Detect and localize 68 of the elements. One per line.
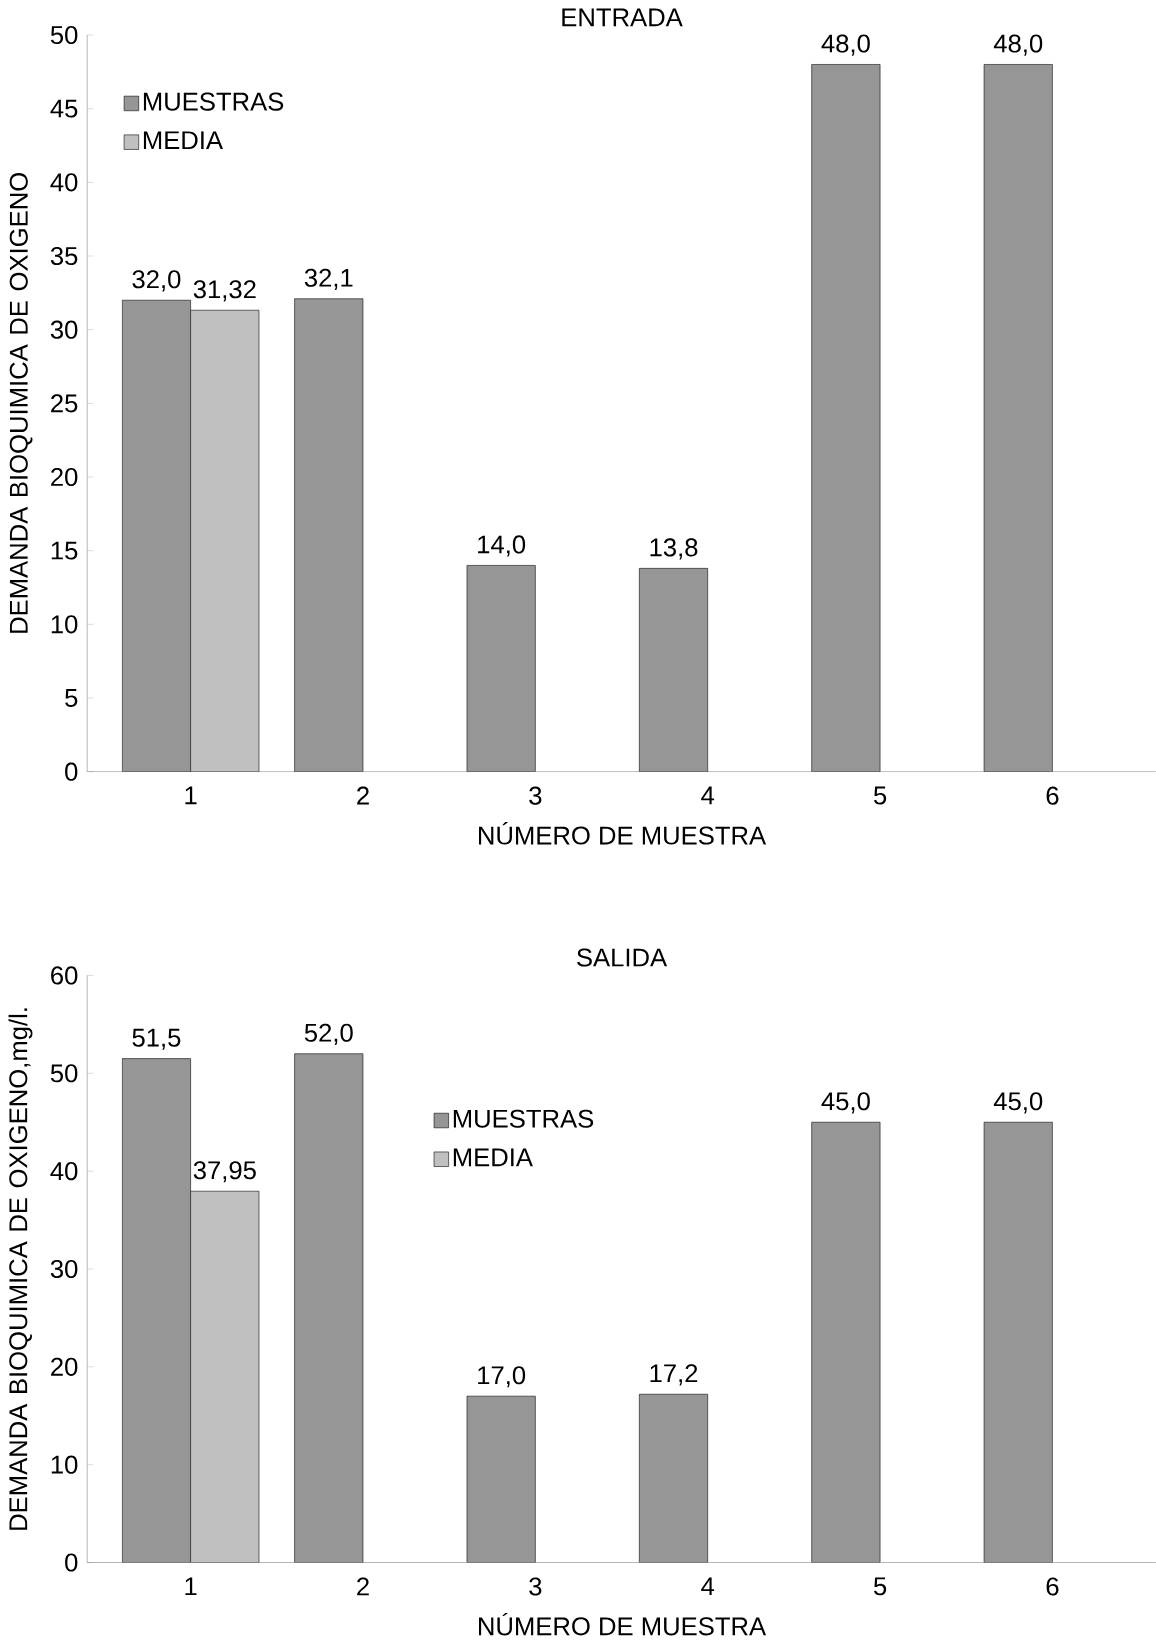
bar xyxy=(811,1121,881,1563)
data-label: 17,0 xyxy=(478,1366,526,1388)
y-tick-label: 45 xyxy=(50,99,78,118)
y-tick-label: 40 xyxy=(50,1162,78,1181)
data-label: 45,0 xyxy=(821,1092,870,1114)
data-label: 51,5 xyxy=(132,1028,181,1050)
y-tick-label: 20 xyxy=(51,467,78,487)
data-label: 31,32 xyxy=(193,280,256,302)
bar xyxy=(638,1393,708,1563)
x-axis-title: NÚMERO DE MUESTRA xyxy=(478,822,767,845)
data-label: 14,0 xyxy=(478,535,526,557)
bar xyxy=(121,299,191,772)
y-tick-label: 10 xyxy=(51,615,78,634)
y-tick-label: 0 xyxy=(65,762,78,781)
chart-title: ENTRADA xyxy=(562,8,683,27)
x-tick-label: 6 xyxy=(1046,1577,1059,1596)
y-tick-label: 60 xyxy=(51,966,78,985)
data-label: 45,0 xyxy=(993,1092,1043,1114)
data-label: 37,95 xyxy=(193,1161,256,1183)
bar xyxy=(983,64,1053,772)
data-label: 13,8 xyxy=(650,538,698,560)
bar xyxy=(294,1053,364,1563)
legend-label: MUESTRAS xyxy=(453,1109,594,1128)
x-tick-label: 1 xyxy=(185,1577,197,1596)
y-tick-label: 15 xyxy=(51,541,78,560)
y-tick-label: 35 xyxy=(50,246,78,266)
y-tick-label: 40 xyxy=(50,173,78,192)
y-tick-label: 50 xyxy=(50,1064,78,1083)
bar xyxy=(983,1121,1053,1563)
x-tick-label: 3 xyxy=(529,1577,542,1596)
y-tick-label: 0 xyxy=(65,1553,78,1572)
bar xyxy=(811,64,881,772)
x-tick-label: 5 xyxy=(873,1577,887,1596)
bar xyxy=(121,1058,191,1563)
y-tick-label: 20 xyxy=(51,1357,78,1376)
data-label: 52,0 xyxy=(304,1023,353,1045)
x-tick-label: 5 xyxy=(873,786,887,805)
bar xyxy=(466,565,536,772)
bar xyxy=(466,1395,536,1563)
x-axis-title: NÚMERO DE MUESTRA xyxy=(478,1612,767,1636)
data-label: 32,0 xyxy=(132,270,181,292)
y-axis-title: DEMANDA BIOQUIMICA DE OXIGENO xyxy=(9,173,33,633)
x-tick-label: 4 xyxy=(701,1577,715,1596)
y-tick-label: 30 xyxy=(50,320,78,339)
legend-label: MEDIA xyxy=(453,1148,533,1167)
y-axis-title: DEMANDA BIOQUIMICA DE OXIGENO,mg/l. xyxy=(8,1008,33,1530)
legend-label: MUESTRAS xyxy=(143,92,284,111)
chart-title: SALIDA xyxy=(577,948,668,967)
bar xyxy=(638,568,708,772)
y-tick-label: 50 xyxy=(50,25,78,45)
bar xyxy=(190,309,260,772)
y-tick-label: 5 xyxy=(65,689,78,707)
bar xyxy=(190,1190,260,1563)
data-label: 32,1 xyxy=(304,268,353,290)
y-tick-label: 30 xyxy=(50,1259,78,1279)
x-tick-label: 4 xyxy=(701,786,715,805)
data-label: 48,0 xyxy=(993,34,1043,56)
data-label: 48,0 xyxy=(821,34,870,56)
x-tick-label: 6 xyxy=(1046,786,1059,805)
y-tick-label: 25 xyxy=(51,394,78,413)
x-tick-label: 2 xyxy=(357,786,369,805)
x-tick-label: 3 xyxy=(529,786,542,805)
data-label: 17,2 xyxy=(650,1364,698,1386)
x-tick-label: 2 xyxy=(357,1577,369,1596)
x-tick-label: 1 xyxy=(185,786,197,805)
legend-label: MEDIA xyxy=(143,131,223,150)
bar xyxy=(294,298,364,772)
y-tick-label: 10 xyxy=(51,1455,78,1474)
